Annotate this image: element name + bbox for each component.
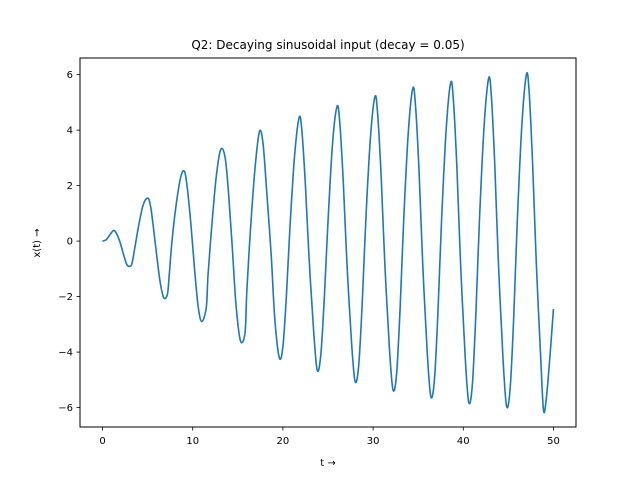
x-tick-label: 30 — [367, 436, 380, 447]
x-axis: 0 10 20 30 40 50 — [99, 427, 560, 447]
x-tick-label: 50 — [547, 436, 560, 447]
series-layer — [102, 71, 555, 414]
y-tick-label: 2 — [67, 181, 73, 192]
y-tick-label: −4 — [58, 348, 73, 359]
x-tick-label: 10 — [186, 436, 199, 447]
y-axis-label: x(t) → — [32, 228, 43, 257]
x-axis-label: t → — [320, 458, 335, 469]
y-tick-label: −6 — [58, 403, 73, 414]
x-tick-label: 0 — [99, 436, 105, 447]
y-tick-label: 4 — [67, 126, 73, 137]
y-tick-label: 6 — [67, 70, 73, 81]
x-tick-label: 40 — [457, 436, 470, 447]
x-tick-label: 20 — [277, 436, 290, 447]
chart-title: Q2: Decaying sinusoidal input (decay = 0… — [191, 38, 464, 52]
y-tick-label: −2 — [58, 292, 73, 303]
y-tick-label: 0 — [67, 237, 73, 248]
series-line — [102, 71, 555, 414]
y-axis: −6 −4 −2 0 2 4 6 — [58, 70, 80, 414]
